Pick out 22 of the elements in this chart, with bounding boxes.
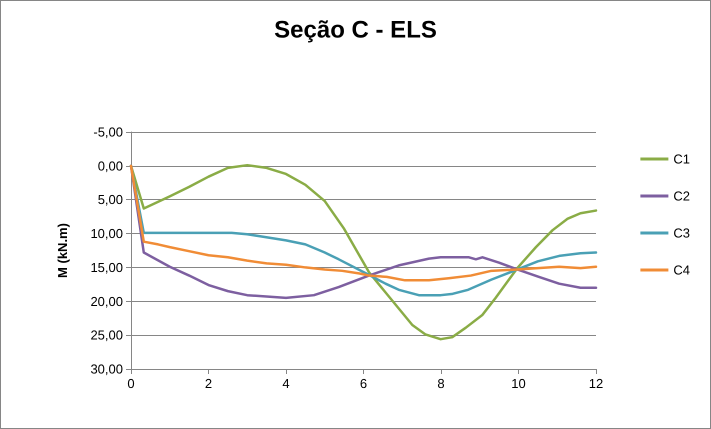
x-tick-label: 2 [204,376,212,391]
legend-label: C1 [673,152,690,166]
x-tick-label: 8 [437,376,445,391]
y-tick-label: 15,00 [90,260,123,275]
legend-label: C2 [673,188,690,204]
x-tick-label: 12 [588,376,604,391]
y-tick-label: 20,00 [90,294,123,309]
legend-label: C4 [673,262,690,278]
y-tick-label: 30,00 [90,362,123,376]
x-tick-label: 10 [511,376,526,391]
x-tick-label: 0 [127,376,135,391]
chart-title: Seção C - ELS [274,16,437,44]
y-axis-title: M (kN.m) [55,223,70,278]
x-tick-label: 6 [360,376,368,391]
y-tick-label: 10,00 [90,226,123,242]
y-tick-label: 0,00 [98,158,123,174]
x-tick-label: 4 [282,376,290,391]
y-tick-label: 5,00 [98,192,123,208]
line-series [130,164,598,340]
y-tick-label: -5,00 [93,124,123,140]
legend-label: C3 [673,226,690,240]
y-tick-label: 25,00 [90,328,123,343]
